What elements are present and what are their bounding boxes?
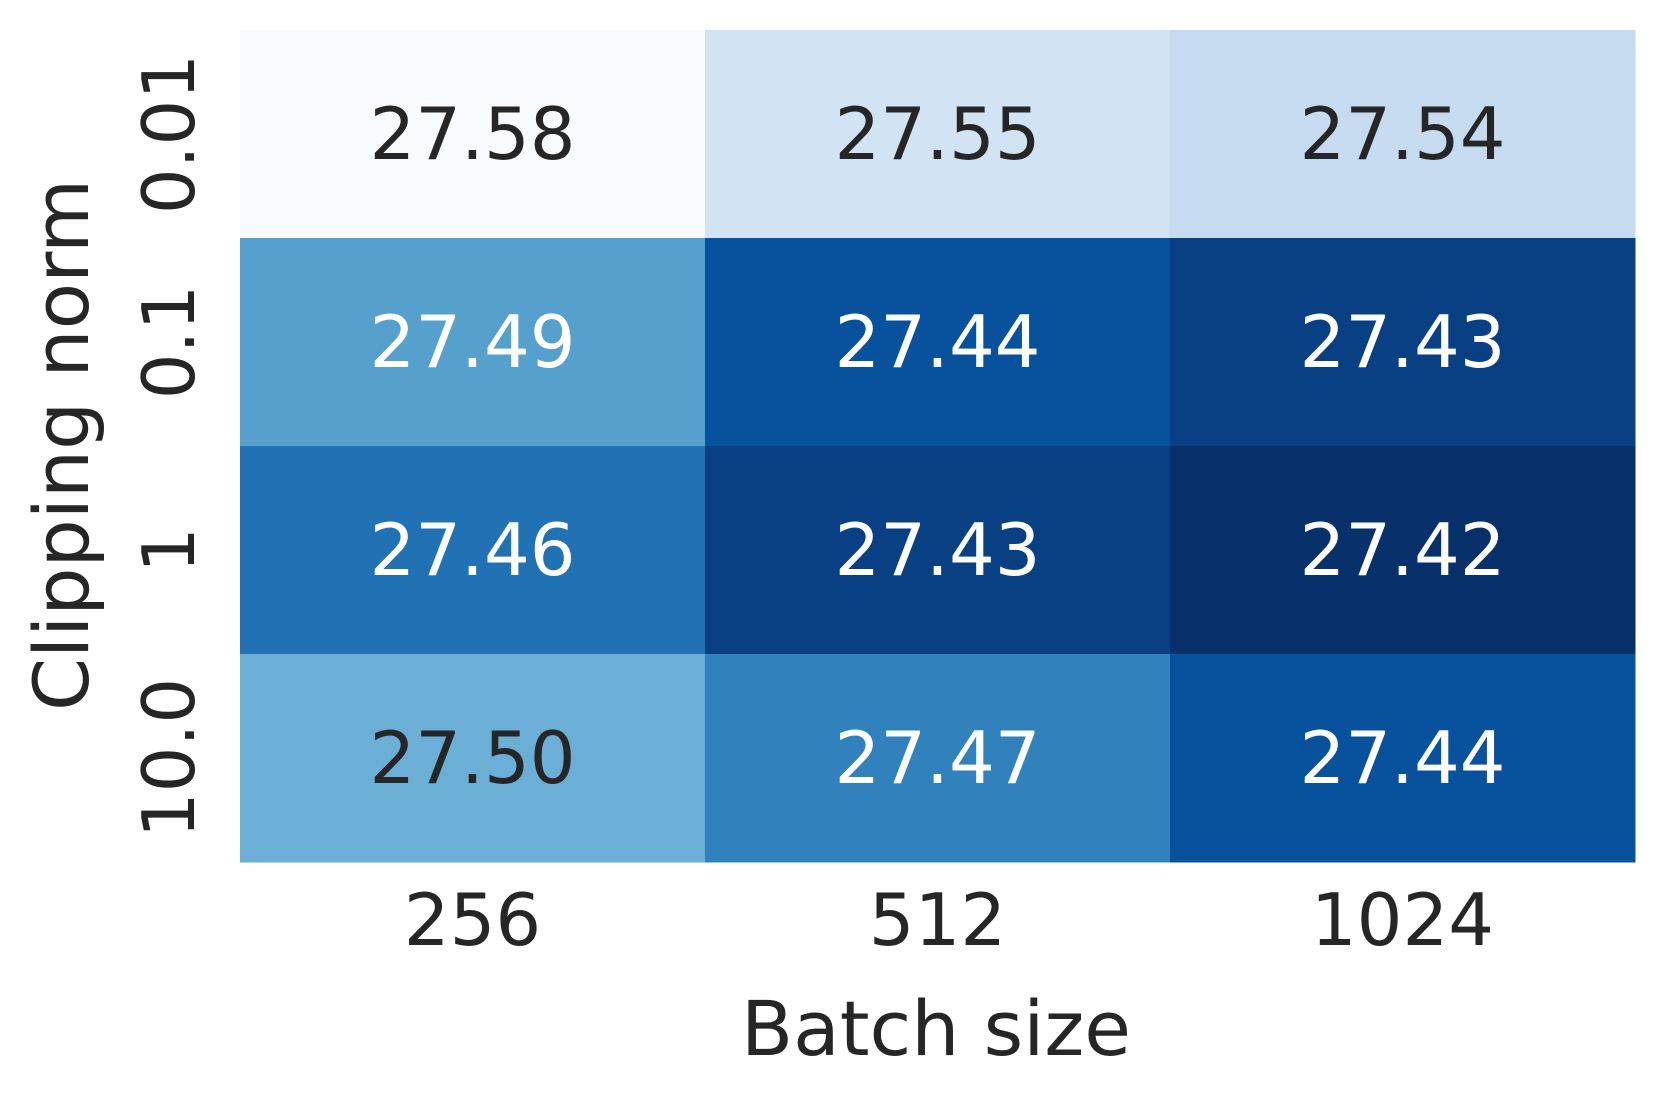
heatmap-cell (240, 446, 706, 655)
cell-value-label: 27.47 (834, 716, 1040, 800)
heatmap-cell (1170, 30, 1636, 239)
y-tick-labels: 0.01 0.1 1 10.0 (127, 54, 211, 838)
heatmap-cell (705, 238, 1171, 447)
y-tick-label: 10.0 (127, 678, 211, 838)
cell-value-label: 27.46 (369, 508, 575, 592)
heatmap-cell (1170, 654, 1636, 863)
cell-value-label: 27.43 (834, 508, 1040, 592)
y-axis-label: Clipping norm (17, 179, 106, 711)
cell-value-label: 27.42 (1299, 508, 1505, 592)
cells-layer (240, 30, 1636, 863)
heatmap-cell (705, 30, 1171, 239)
heatmap-cell (240, 654, 706, 863)
heatmap-cell (240, 238, 706, 447)
x-tick-label: 512 (869, 878, 1006, 962)
y-tick-label: 0.01 (127, 54, 211, 214)
cell-value-label: 27.55 (834, 92, 1040, 176)
heatmap-cell (240, 30, 706, 239)
cell-value-label: 27.43 (1299, 300, 1505, 384)
heatmap-cell (1170, 238, 1636, 447)
cell-value-label: 27.50 (369, 716, 575, 800)
cell-value-label: 27.44 (1299, 716, 1505, 800)
cell-value-label: 27.58 (369, 92, 575, 176)
x-tick-labels: 256 512 1024 (404, 878, 1494, 962)
cell-value-label: 27.44 (834, 300, 1040, 384)
heatmap-cell (705, 446, 1171, 655)
x-tick-label: 1024 (1311, 878, 1494, 962)
cell-value-label: 27.54 (1299, 92, 1505, 176)
y-tick-label: 1 (127, 527, 211, 573)
x-axis-label: Batch size (741, 984, 1131, 1073)
cell-labels-layer: 27.58 27.55 27.54 27.49 27.44 27.43 27.46 27.43… (369, 92, 1505, 800)
x-tick-label: 256 (404, 878, 541, 962)
heatmap-cell (1170, 446, 1636, 655)
heatmap-cell (705, 654, 1171, 863)
y-tick-label: 0.1 (127, 285, 211, 400)
cell-value-label: 27.49 (369, 300, 575, 384)
